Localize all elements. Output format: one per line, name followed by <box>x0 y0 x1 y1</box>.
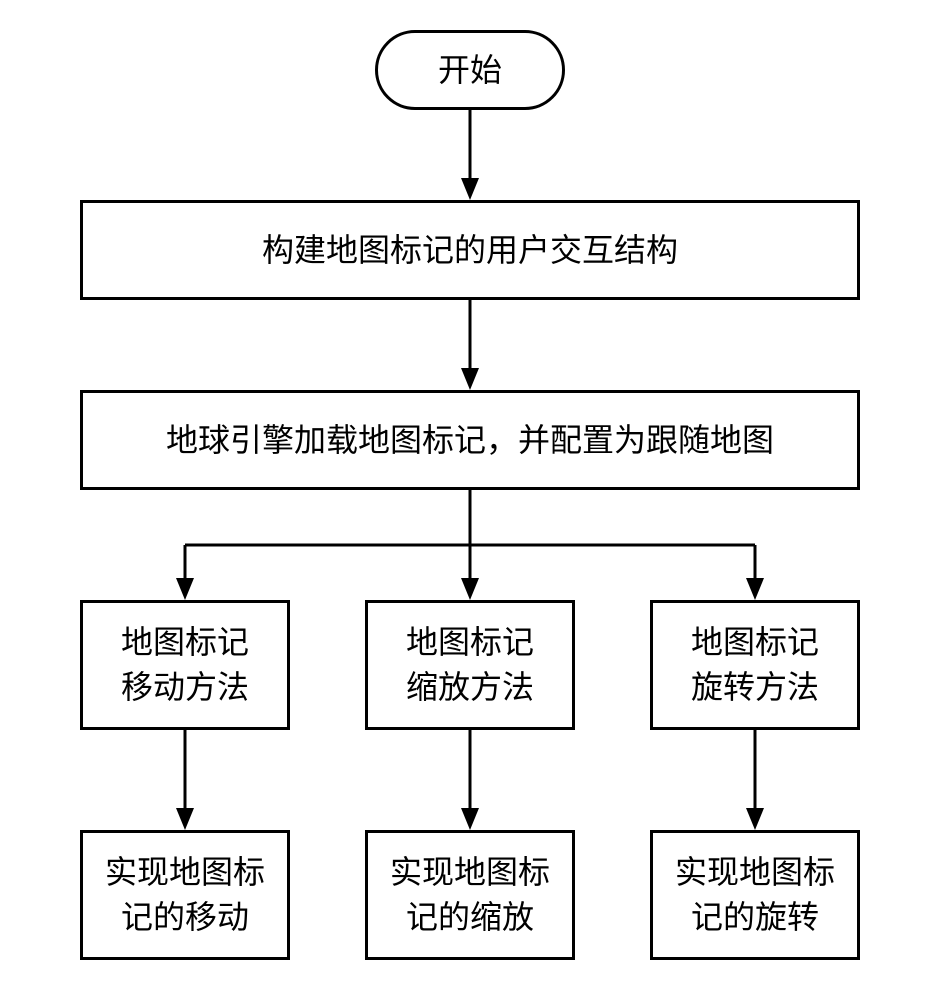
node-impl_rotate: 实现地图标 记的旋转 <box>650 830 860 960</box>
node-method_scale: 地图标记 缩放方法 <box>365 600 575 730</box>
node-start: 开始 <box>375 30 565 110</box>
node-method_rotate: 地图标记 旋转方法 <box>650 600 860 730</box>
node-load: 地球引擎加载地图标记，并配置为跟随地图 <box>80 390 860 490</box>
node-build: 构建地图标记的用户交互结构 <box>80 200 860 300</box>
flowchart-canvas: 开始构建地图标记的用户交互结构地球引擎加载地图标记，并配置为跟随地图地图标记 移… <box>0 0 940 1000</box>
node-impl_move: 实现地图标 记的移动 <box>80 830 290 960</box>
node-impl_scale: 实现地图标 记的缩放 <box>365 830 575 960</box>
node-method_move: 地图标记 移动方法 <box>80 600 290 730</box>
